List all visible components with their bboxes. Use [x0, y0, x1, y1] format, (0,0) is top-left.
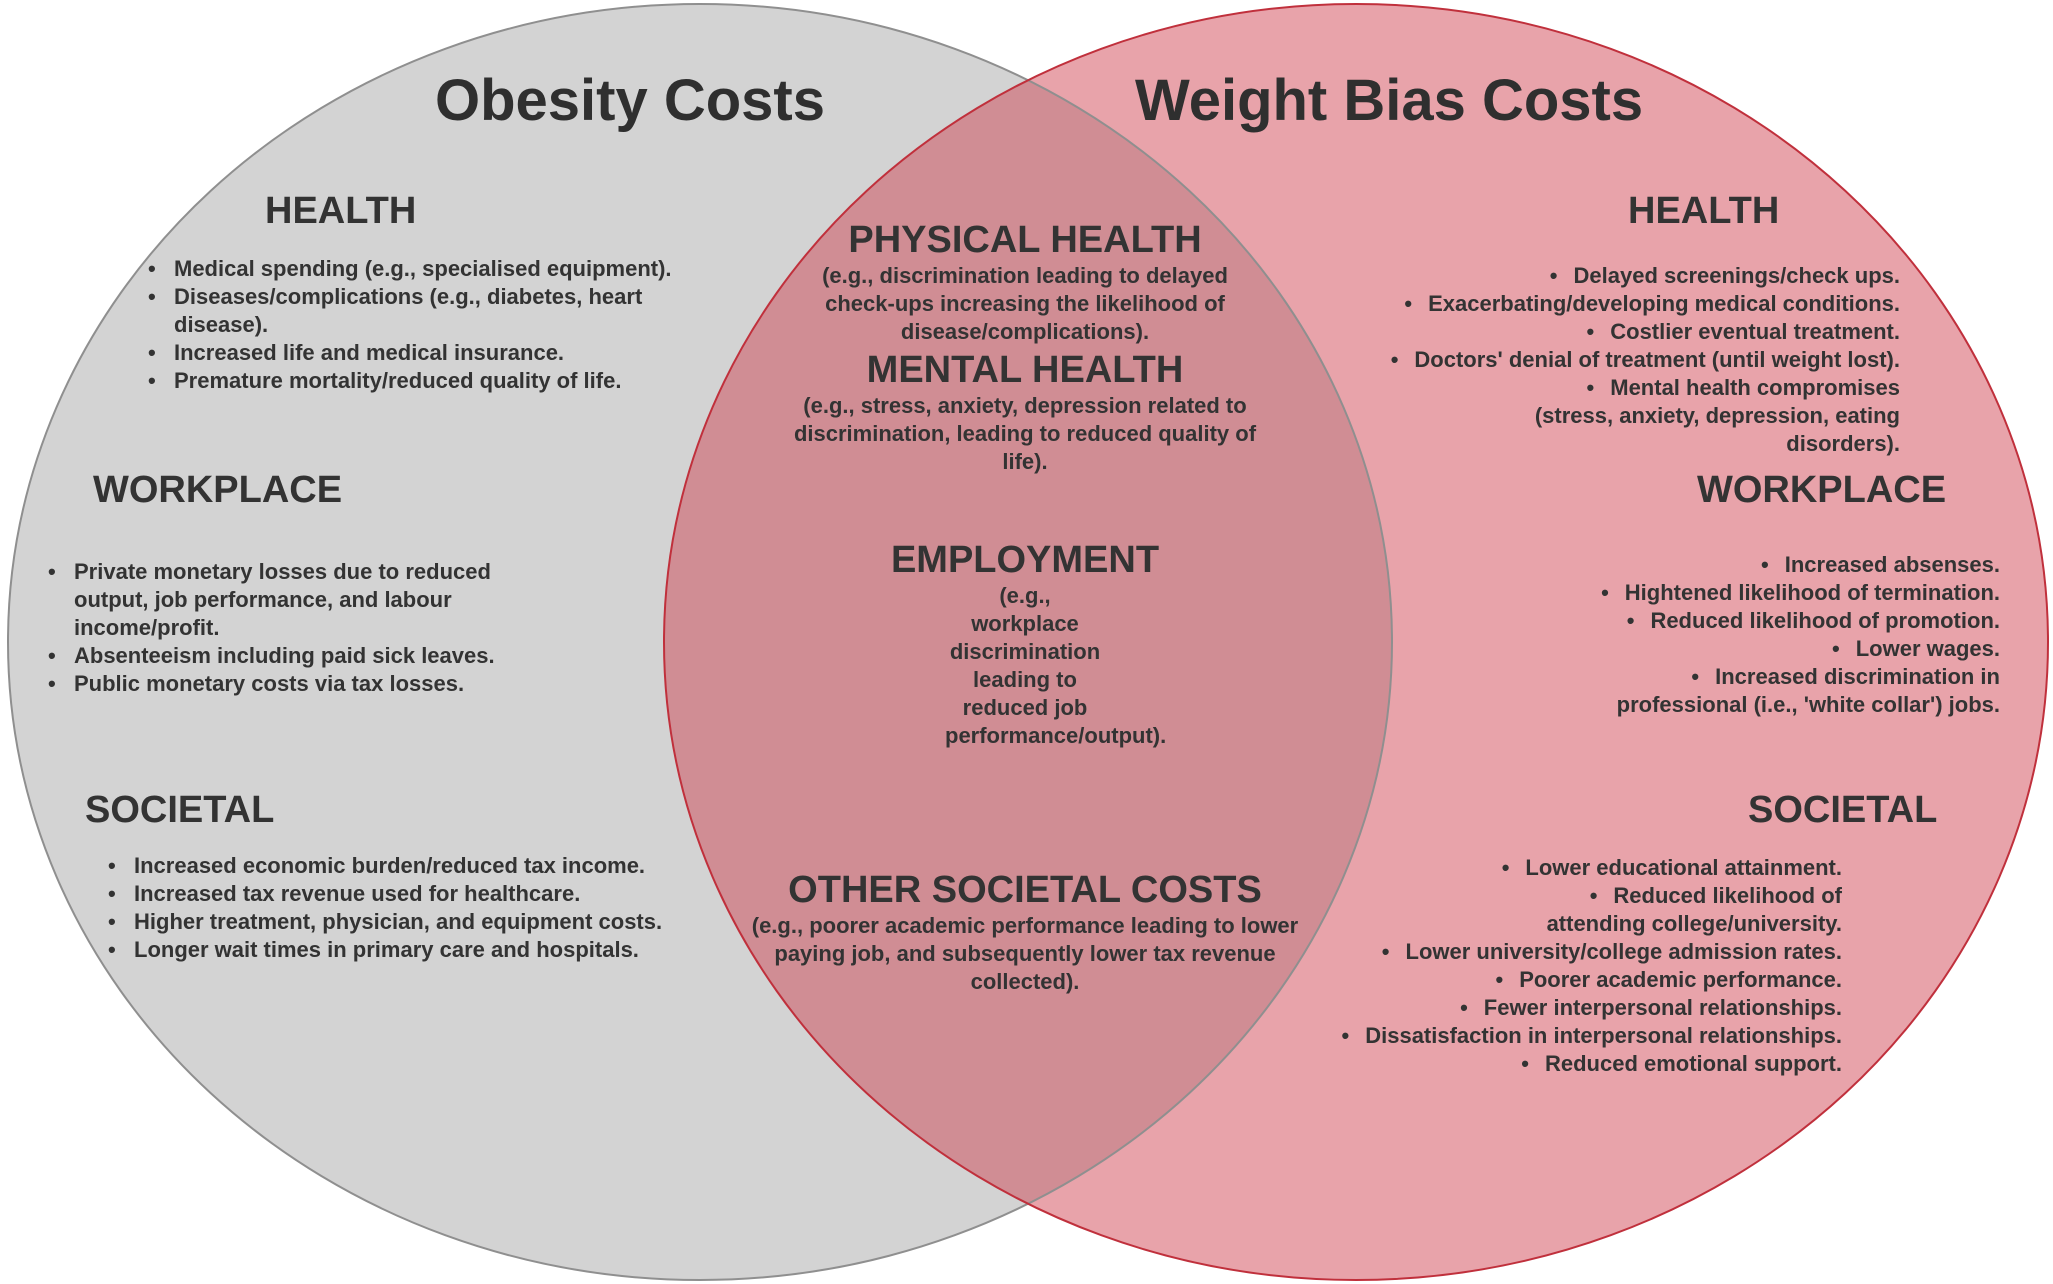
bullet-dot: • — [1521, 1051, 1529, 1076]
list-item: • Poorer academic performance. — [1495, 967, 1842, 992]
right-societal-list: • Lower educational attainment. • Reduced … — [1290, 854, 1842, 1078]
list-item: • Lower educational attainment. — [1501, 855, 1842, 880]
list-item: • Mental health compromises (stress, anxi… — [1534, 375, 1900, 456]
bullet-dot: • — [1501, 855, 1510, 880]
bullet-dot: • — [1495, 967, 1504, 992]
bullet-dot: • — [1381, 939, 1390, 964]
list-item: Public monetary costs via tax losses. — [44, 670, 549, 698]
right-workplace-list: • Increased absenses. • Hightened likeliho… — [1520, 551, 2000, 719]
list-item: Increased tax revenue used for healthcar… — [104, 880, 724, 908]
obesity-costs-title: Obesity Costs — [435, 68, 825, 133]
employment-description: (e.g., workplace discrimination leading … — [945, 583, 1167, 748]
other-societal-description: (e.g., poorer academic performance leadi… — [751, 913, 1299, 994]
bullet-dot: • — [1691, 664, 1700, 689]
list-item: • Costlier eventual treatment. — [1586, 319, 1900, 344]
list-item: Higher treatment, physician, and equipme… — [104, 908, 724, 936]
bullet-dot: • — [1341, 1023, 1350, 1048]
list-item: • Lower university/college admission rate… — [1381, 939, 1842, 964]
list-item: • Lower wages. — [1832, 636, 2000, 661]
list-item: Absenteeism including paid sick leaves. — [44, 642, 549, 670]
list-item: • Increased discrimination in professiona… — [1616, 664, 2000, 717]
mental-health-heading: MENTAL HEALTH — [866, 349, 1184, 391]
weight-bias-costs-title: Weight Bias Costs — [1135, 68, 1644, 133]
list-item: • Doctors' denial of treatment (until wei… — [1390, 347, 1900, 372]
list-item: Private monetary losses due to reduced o… — [44, 558, 549, 642]
bullet-dot: • — [1626, 608, 1635, 633]
left-health-list: Medical spending (e.g., specialised equi… — [144, 255, 719, 395]
list-item: • Exacerbating/developing medical conditi… — [1404, 291, 1900, 316]
bullet-dot: • — [1601, 580, 1609, 605]
employment-heading: EMPLOYMENT — [890, 539, 1160, 581]
other-societal-heading: OTHER SOCIETAL COSTS — [788, 869, 1262, 911]
list-item: Increased life and medical insurance. — [144, 339, 719, 367]
list-item: • Reduced emotional support. — [1521, 1051, 1842, 1076]
left-societal-list: Increased economic burden/reduced tax in… — [104, 852, 724, 964]
left-circle-outline — [7, 3, 1393, 1281]
right-workplace-heading: WORKPLACE — [1697, 469, 1947, 511]
left-workplace-heading: WORKPLACE — [93, 469, 343, 511]
right-health-heading: HEALTH — [1628, 190, 1780, 232]
right-societal-heading: SOCIETAL — [1748, 789, 1938, 831]
left-workplace-list: Private monetary losses due to reduced o… — [44, 558, 549, 698]
overlap-physical-health: PHYSICAL HEALTH (e.g., discrimination le… — [770, 218, 1280, 346]
bullet-dot: • — [1589, 883, 1598, 908]
list-item: Premature mortality/reduced quality of l… — [144, 367, 719, 395]
bullet-dot: • — [1549, 263, 1558, 288]
list-item: • Reduced likelihood of promotion. — [1626, 608, 2000, 633]
bullet-dot: • — [1586, 375, 1595, 400]
bullet-dot: • — [1390, 347, 1399, 372]
bullet-dot: • — [1832, 636, 1840, 661]
list-item: • Reduced likelihood of attending college… — [1546, 883, 1842, 936]
list-item: Increased economic burden/reduced tax in… — [104, 852, 724, 880]
list-item: • Increased absenses. — [1761, 552, 2000, 577]
list-item: • Fewer interpersonal relationships. — [1460, 995, 1842, 1020]
bullet-dot: • — [1460, 995, 1468, 1020]
list-item: Medical spending (e.g., specialised equi… — [144, 255, 719, 283]
overlap-mental-health: MENTAL HEALTH (e.g., stress, anxiety, de… — [770, 348, 1280, 476]
mental-health-description: (e.g., stress, anxiety, depression relat… — [793, 393, 1257, 474]
left-societal-heading: SOCIETAL — [85, 789, 275, 831]
right-health-list: • Delayed screenings/check ups. • Exacerba… — [1340, 262, 1900, 458]
overlap-other-societal: OTHER SOCIETAL COSTS (e.g., poorer acade… — [740, 868, 1310, 996]
left-health-heading: HEALTH — [265, 190, 417, 232]
bullet-dot: • — [1404, 291, 1413, 316]
physical-health-heading: PHYSICAL HEALTH — [848, 219, 1202, 261]
list-item: • Hightened likelihood of termination. — [1601, 580, 2000, 605]
list-item: Diseases/complications (e.g., diabetes, … — [144, 283, 719, 339]
list-item: Longer wait times in primary care and ho… — [104, 936, 724, 964]
bullet-dot: • — [1586, 319, 1595, 344]
list-item: • Delayed screenings/check ups. — [1549, 263, 1900, 288]
list-item: • Dissatisfaction in interpersonal relati… — [1341, 1023, 1842, 1048]
overlap-employment: EMPLOYMENT (e.g., workplace discriminati… — [870, 538, 1180, 750]
right-circle-outline — [663, 3, 2049, 1281]
bullet-dot: • — [1761, 552, 1769, 577]
physical-health-description: (e.g., discrimination leading to delayed… — [822, 263, 1228, 344]
overlap-region — [664, 4, 1392, 1280]
